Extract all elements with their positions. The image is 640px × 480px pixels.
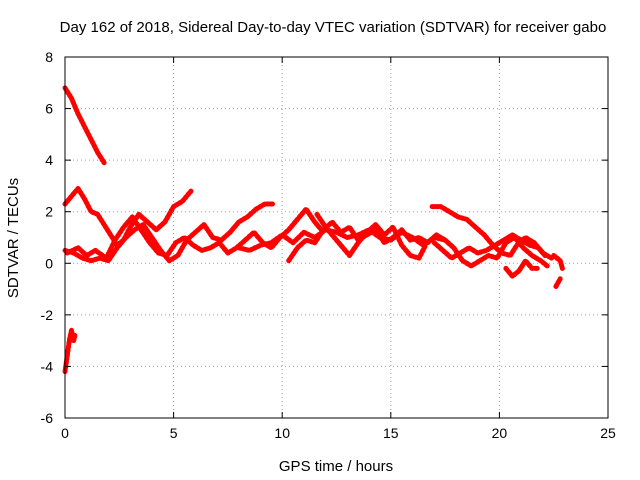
series-track-i — [429, 204, 554, 261]
series-track-k — [442, 235, 550, 269]
series-track-b — [62, 327, 78, 375]
y-tick-label: 2 — [45, 204, 53, 220]
series-group — [62, 85, 565, 375]
y-tick-label: 8 — [45, 49, 53, 65]
series-track-h — [314, 211, 429, 261]
axis-ticks: 0 5 10 15 20 25 -6 -4 -2 0 2 4 6 8 — [41, 49, 616, 441]
x-tick-label: 25 — [600, 425, 616, 441]
series-track-m — [551, 253, 565, 271]
x-tick-label: 10 — [274, 425, 290, 441]
chart-title: Day 162 of 2018, Sidereal Day-to-day VTE… — [60, 19, 607, 36]
x-tick-label: 5 — [170, 425, 178, 441]
series-track-a — [62, 85, 107, 166]
series-track-d — [62, 201, 276, 264]
y-tick-label: 6 — [45, 101, 53, 117]
series-track-n — [553, 276, 563, 289]
y-tick-label: -4 — [41, 358, 54, 374]
plot-frame — [64, 56, 609, 419]
series-track-f — [236, 227, 448, 253]
x-axis-label: GPS time / hours — [279, 458, 393, 475]
x-tick-label: 0 — [61, 425, 69, 441]
x-tick-label: 20 — [492, 425, 508, 441]
y-tick-label: -2 — [41, 307, 54, 323]
y-tick-label: 0 — [45, 255, 53, 271]
y-axis-label: SDTVAR / TECUs — [5, 178, 22, 298]
x-tick-label: 15 — [383, 425, 399, 441]
grid-lines — [65, 57, 608, 418]
series-track-j — [431, 232, 548, 261]
series-track-l — [503, 258, 541, 279]
y-tick-label: -6 — [41, 410, 54, 426]
y-tick-label: 4 — [45, 152, 53, 168]
